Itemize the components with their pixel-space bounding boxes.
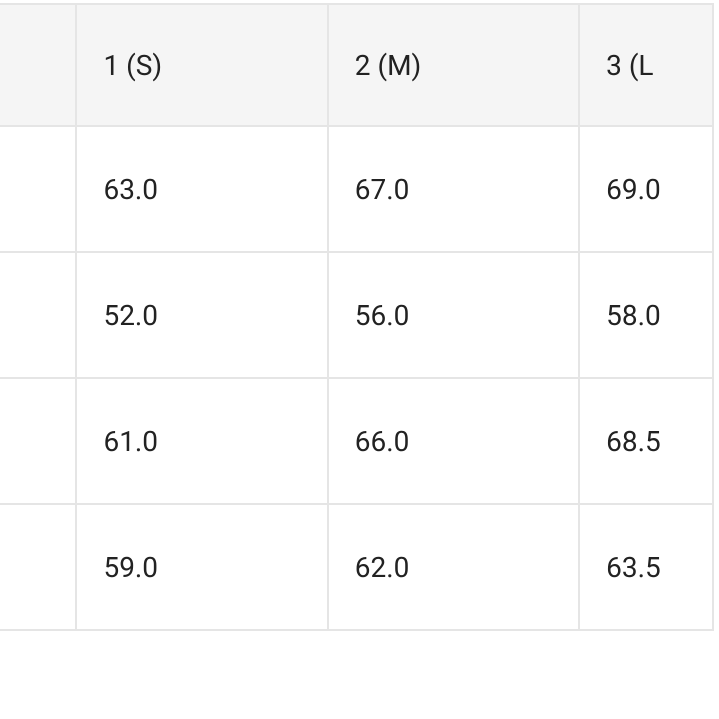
cell: 56.0 <box>328 252 579 378</box>
row-label <box>0 504 76 630</box>
cell: 63.0 <box>76 126 327 252</box>
cell: 67.0 <box>328 126 579 252</box>
cell: 62.0 <box>328 504 579 630</box>
table-row: 52.0 56.0 58.0 <box>0 252 713 378</box>
row-label <box>0 126 76 252</box>
header-size-l: 3 (L <box>579 4 713 126</box>
header-stub <box>0 4 76 126</box>
row-label <box>0 252 76 378</box>
cell: 52.0 <box>76 252 327 378</box>
cell: 59.0 <box>76 504 327 630</box>
row-label <box>0 378 76 504</box>
size-table: 1 (S) 2 (M) 3 (L 63.0 67.0 69.0 52.0 56.… <box>0 3 714 631</box>
cell: 66.0 <box>328 378 579 504</box>
table-row: 63.0 67.0 69.0 <box>0 126 713 252</box>
cell: 61.0 <box>76 378 327 504</box>
table-viewport: 1 (S) 2 (M) 3 (L 63.0 67.0 69.0 52.0 56.… <box>0 0 719 719</box>
header-size-m: 2 (M) <box>328 4 579 126</box>
table-row: 61.0 66.0 68.5 <box>0 378 713 504</box>
cell: 63.5 <box>579 504 713 630</box>
cell: 58.0 <box>579 252 713 378</box>
header-size-s: 1 (S) <box>76 4 327 126</box>
table-header-row: 1 (S) 2 (M) 3 (L <box>0 4 713 126</box>
table-row: 59.0 62.0 63.5 <box>0 504 713 630</box>
cell: 69.0 <box>579 126 713 252</box>
cell: 68.5 <box>579 378 713 504</box>
